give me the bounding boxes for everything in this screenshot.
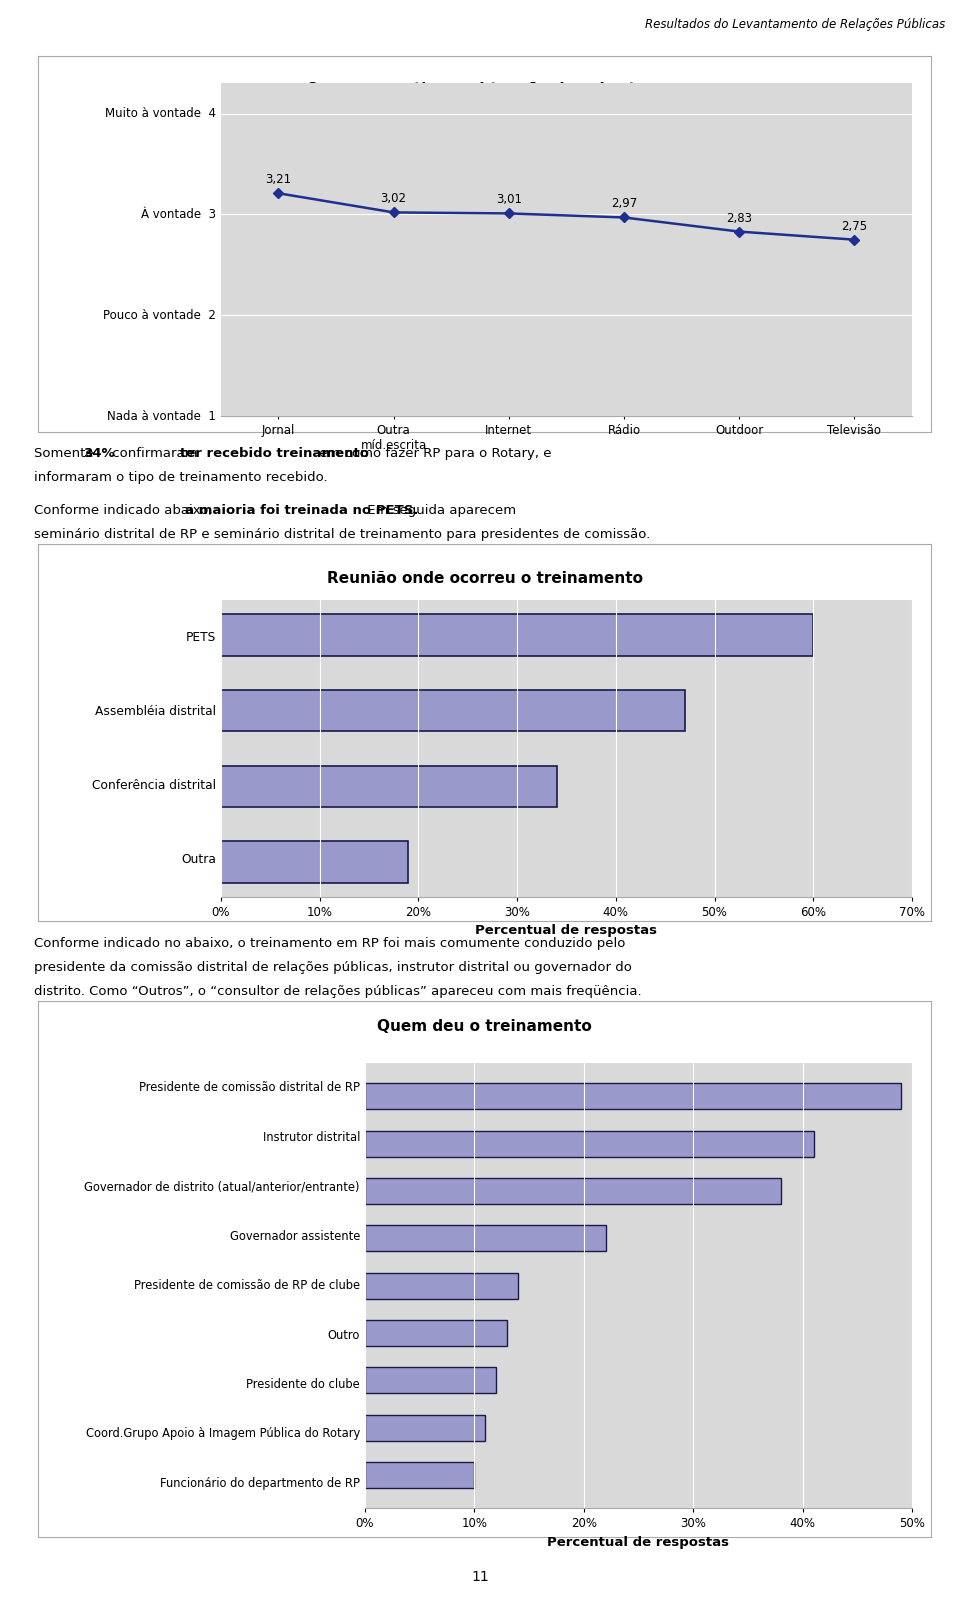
Text: informaram o tipo de treinamento recebido.: informaram o tipo de treinamento recebid…	[34, 471, 327, 484]
Text: À vontade  3: À vontade 3	[141, 208, 216, 221]
Text: Muito à vontade  4: Muito à vontade 4	[105, 107, 216, 120]
Text: Conforme indicado abaixo,: Conforme indicado abaixo,	[34, 504, 216, 517]
Text: Conforme indicado no abaixo, o treinamento em RP foi mais comumente conduzido pe: Conforme indicado no abaixo, o treinamen…	[34, 937, 625, 949]
Bar	[221, 765, 557, 807]
Text: confirmaram: confirmaram	[108, 447, 203, 459]
Text: em como fazer RP para o Rotary, e: em como fazer RP para o Rotary, e	[315, 447, 551, 459]
Bar	[365, 1225, 606, 1252]
Bar	[365, 1367, 496, 1393]
Bar	[365, 1084, 901, 1109]
Text: distrito. Como “Outros”, o “consultor de relações públicas” apareceu com mais fr: distrito. Como “Outros”, o “consultor de…	[34, 985, 641, 997]
Text: Governador de distrito (atual/anterior/entrante): Governador de distrito (atual/anterior/e…	[84, 1180, 360, 1193]
Text: Conferência distrital: Conferência distrital	[92, 780, 216, 792]
X-axis label: Percentual de respostas: Percentual de respostas	[475, 924, 658, 937]
Bar	[365, 1319, 507, 1346]
Text: Pouco à vontade  2: Pouco à vontade 2	[103, 309, 216, 322]
Bar	[221, 690, 684, 732]
Text: 34%: 34%	[84, 447, 115, 459]
Text: Somente: Somente	[34, 447, 98, 459]
Text: Como se sentiu na obtenção de cobertura: Como se sentiu na obtenção de cobertura	[305, 82, 664, 98]
Text: 3,02: 3,02	[380, 192, 407, 205]
Text: seminário distrital de RP e seminário distrital de treinamento para presidentes : seminário distrital de RP e seminário di…	[34, 528, 650, 541]
Bar	[221, 842, 408, 884]
Bar	[365, 1462, 474, 1487]
Text: Presidente de comissão distrital de RP: Presidente de comissão distrital de RP	[139, 1081, 360, 1095]
X-axis label: Percentual de respostas: Percentual de respostas	[547, 1535, 730, 1548]
Text: 2,97: 2,97	[611, 197, 637, 210]
Bar	[365, 1178, 780, 1204]
Text: Outro: Outro	[327, 1329, 360, 1342]
Text: 11: 11	[471, 1571, 489, 1583]
Text: Instrutor distrital: Instrutor distrital	[263, 1130, 360, 1143]
Text: 3,01: 3,01	[495, 194, 522, 207]
Text: 3,21: 3,21	[265, 173, 292, 186]
Text: 2,83: 2,83	[726, 211, 753, 224]
Text: Assembléia distrital: Assembléia distrital	[95, 704, 216, 717]
Text: Reunião onde ocorreu o treinamento: Reunião onde ocorreu o treinamento	[326, 570, 643, 586]
Text: Coord.Grupo Apoio à Imagem Pública do Rotary: Coord.Grupo Apoio à Imagem Pública do Ro…	[85, 1428, 360, 1441]
Text: 2,75: 2,75	[841, 219, 868, 232]
Text: presidente da comissão distrital de relações públicas, instrutor distrital ou go: presidente da comissão distrital de rela…	[34, 961, 632, 973]
Bar	[365, 1130, 813, 1156]
Text: Em seguida aparecem: Em seguida aparecem	[363, 504, 516, 517]
Bar	[365, 1273, 518, 1298]
Text: Quem deu o treinamento: Quem deu o treinamento	[377, 1020, 592, 1034]
Text: ter recebido treinamento: ter recebido treinamento	[180, 447, 370, 459]
Text: a maioria foi treinada no PETS.: a maioria foi treinada no PETS.	[185, 504, 419, 517]
Text: Presidente de comissão de RP de clube: Presidente de comissão de RP de clube	[133, 1279, 360, 1292]
Bar	[221, 613, 813, 655]
Text: Resultados do Levantamento de Relações Públicas: Resultados do Levantamento de Relações P…	[645, 18, 946, 30]
Text: Presidente do clube: Presidente do clube	[247, 1378, 360, 1391]
Bar	[365, 1415, 485, 1441]
Text: PETS: PETS	[185, 631, 216, 644]
Text: Outra: Outra	[181, 853, 216, 866]
Text: Governador assistente: Governador assistente	[229, 1230, 360, 1242]
Text: Funcionário do departmento de RP: Funcionário do departmento de RP	[160, 1476, 360, 1491]
Text: Nada à vontade  1: Nada à vontade 1	[108, 410, 216, 423]
